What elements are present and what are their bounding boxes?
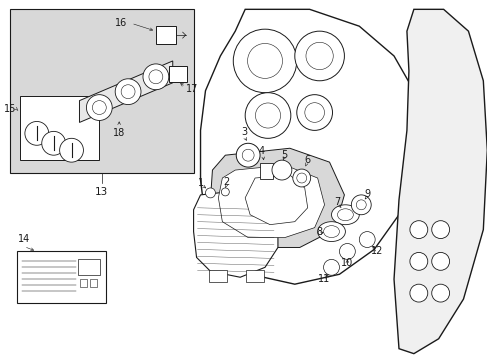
Circle shape	[242, 149, 254, 161]
Circle shape	[142, 64, 168, 90]
Circle shape	[305, 42, 332, 69]
Bar	[168, 66, 186, 82]
Polygon shape	[200, 9, 418, 284]
Circle shape	[409, 221, 427, 239]
Text: 2: 2	[223, 177, 229, 187]
Text: 9: 9	[364, 189, 369, 199]
Circle shape	[149, 70, 163, 84]
Circle shape	[247, 44, 282, 78]
Circle shape	[60, 138, 83, 162]
Text: 15: 15	[3, 104, 16, 113]
Circle shape	[409, 284, 427, 302]
Text: 7: 7	[334, 197, 340, 207]
Circle shape	[115, 79, 141, 105]
Bar	[245, 270, 264, 282]
Text: 12: 12	[370, 247, 383, 256]
Bar	[10, 9, 193, 173]
Text: 16: 16	[115, 18, 127, 28]
Text: 18: 18	[113, 129, 125, 138]
Text: 14: 14	[18, 234, 30, 244]
Circle shape	[359, 231, 374, 247]
Bar	[78, 260, 100, 275]
Circle shape	[121, 85, 135, 99]
Text: 17: 17	[185, 84, 198, 94]
Circle shape	[255, 103, 280, 128]
Polygon shape	[393, 9, 487, 354]
Circle shape	[294, 31, 344, 81]
Circle shape	[244, 93, 290, 138]
Circle shape	[356, 200, 366, 210]
Circle shape	[236, 143, 260, 167]
Bar	[260, 163, 272, 179]
Text: 10: 10	[341, 258, 353, 268]
Circle shape	[292, 169, 310, 187]
Circle shape	[221, 188, 229, 196]
Bar	[209, 270, 227, 282]
Circle shape	[86, 95, 112, 121]
Text: 6: 6	[304, 155, 310, 165]
Polygon shape	[244, 175, 307, 225]
Ellipse shape	[337, 209, 353, 221]
Bar	[81, 279, 87, 287]
Circle shape	[296, 173, 306, 183]
Circle shape	[431, 252, 448, 270]
Bar	[90, 279, 97, 287]
Polygon shape	[218, 165, 324, 238]
Polygon shape	[193, 190, 277, 277]
Circle shape	[339, 243, 355, 260]
Ellipse shape	[323, 226, 339, 238]
Polygon shape	[80, 61, 172, 122]
Circle shape	[304, 103, 324, 122]
Circle shape	[205, 188, 215, 198]
Circle shape	[431, 284, 448, 302]
Text: 11: 11	[318, 274, 330, 284]
Circle shape	[351, 195, 370, 215]
Text: 4: 4	[259, 146, 264, 156]
Text: 3: 3	[241, 127, 247, 138]
Bar	[156, 26, 175, 44]
Bar	[20, 96, 99, 160]
Circle shape	[92, 100, 106, 114]
Polygon shape	[210, 148, 344, 247]
Circle shape	[233, 29, 296, 93]
Text: 8: 8	[316, 226, 322, 237]
Text: 13: 13	[95, 187, 108, 197]
Circle shape	[25, 121, 49, 145]
Circle shape	[323, 260, 339, 275]
Circle shape	[431, 221, 448, 239]
Ellipse shape	[331, 205, 359, 225]
Circle shape	[296, 95, 332, 130]
Circle shape	[41, 131, 65, 155]
Ellipse shape	[317, 222, 345, 242]
Circle shape	[271, 160, 291, 180]
Text: 5: 5	[280, 150, 286, 160]
Bar	[17, 251, 106, 303]
Text: 1: 1	[197, 178, 203, 188]
Circle shape	[409, 252, 427, 270]
